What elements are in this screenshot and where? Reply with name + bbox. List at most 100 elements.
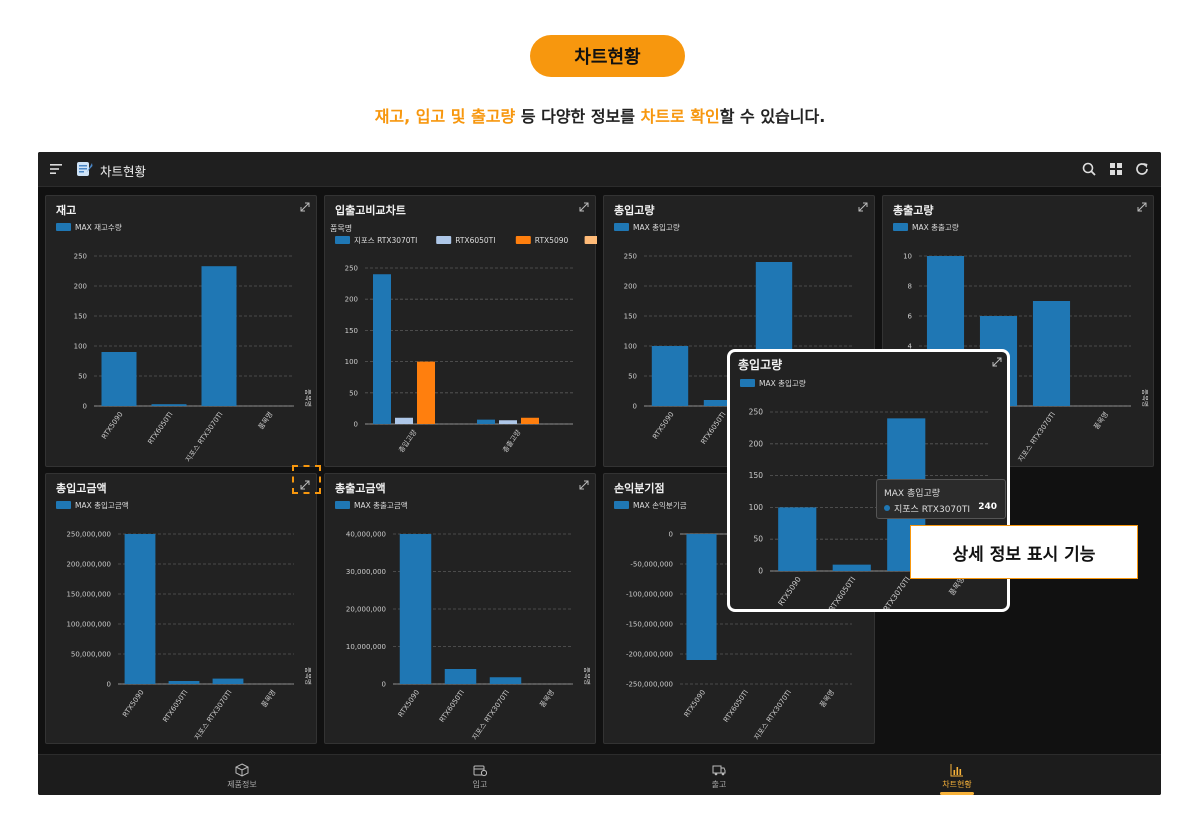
section-subtitle: 재고, 입고 및 출고량 등 다양한 정보를 차트로 확인할 수 있습니다.: [0, 103, 1200, 127]
bar-chart: MAX 재고수량 0 50 100 150 200 250 RTX5090 RTX6050TI 지…: [56, 223, 313, 464]
bar: [778, 507, 817, 571]
legend-label: MAX 손익분기금: [633, 500, 687, 510]
app-logo-icon: [77, 162, 93, 176]
legend-label: RTX5090: [535, 236, 569, 245]
expand-icon[interactable]: [579, 202, 589, 212]
expand-icon[interactable]: [858, 202, 868, 212]
nav-label: 입고: [472, 780, 488, 789]
app-header: 차트현황: [38, 152, 1161, 187]
y-tick-label: 200: [624, 283, 637, 291]
legend-label: MAX 총출고량: [912, 222, 959, 232]
bar: [477, 419, 495, 424]
bar: [651, 346, 689, 406]
y-tick-label: 50: [753, 535, 763, 544]
card-title: 입출고비교차트: [335, 204, 406, 217]
y-tick-label: 50: [628, 373, 637, 381]
nav-item-outbound[interactable]: 출고: [659, 755, 779, 795]
y-axis-label: 품목명: [583, 667, 592, 685]
bar: [521, 417, 539, 424]
bar: [686, 534, 717, 660]
search-icon[interactable]: [1081, 161, 1097, 177]
x-tick-label: 지포스 RTX3070TI: [183, 410, 224, 464]
y-tick-label: 200,000,000: [66, 561, 111, 569]
y-tick-label: 250: [749, 408, 764, 417]
legend-label: MAX 총입고량: [633, 223, 680, 232]
y-tick-label: 0: [83, 403, 87, 411]
y-tick-label: 150: [624, 313, 637, 321]
app-title: 차트현황: [100, 164, 147, 179]
legend-swatch: [56, 501, 71, 509]
card-title: 총출고금액: [335, 482, 386, 495]
bar-chart: MAX 손익분기금 -250,000,000 -200,000,000 -150,00…: [614, 500, 852, 742]
legend-swatch: [614, 223, 629, 231]
card-title: 총입고량: [614, 204, 655, 217]
y-tick-label: 100: [74, 343, 87, 351]
y-axis-label: 품목명: [1141, 389, 1150, 407]
bar: [499, 420, 517, 424]
y-tick-label: 20,000,000: [346, 606, 386, 614]
y-tick-label: 50: [78, 373, 87, 381]
tooltip-title: MAX 총입고량: [884, 489, 941, 499]
x-tick-label: 지포스 RTX3070TI: [1016, 410, 1057, 464]
x-tick-label: RTX5090: [651, 411, 675, 441]
nav-item-chart-status[interactable]: 차트현황: [897, 755, 1017, 795]
y-tick-label: -200,000,000: [626, 651, 673, 659]
nav-item-product[interactable]: 제품정보: [182, 755, 302, 795]
y-tick-label: 200: [345, 296, 358, 304]
refresh-icon[interactable]: [1134, 161, 1150, 177]
y-tick-label: 8: [908, 283, 912, 291]
expand-icon[interactable]: [300, 202, 310, 212]
y-tick-label: 6: [908, 313, 913, 321]
menu-icon[interactable]: [49, 161, 65, 177]
tooltip-series-name: 지포스 RTX3070TI: [894, 505, 971, 515]
x-tick-label: RTX6050TI: [700, 411, 728, 446]
expand-icon[interactable]: [300, 480, 310, 490]
y-tick-label: 0: [758, 567, 763, 576]
bar: [395, 417, 413, 424]
bar: [151, 404, 187, 406]
x-tick-label: RTX6050TI: [722, 689, 750, 724]
y-tick-label: -150,000,000: [626, 621, 673, 629]
expand-icon[interactable]: [1137, 202, 1147, 212]
bar: [101, 352, 137, 406]
chart-card-inbound-amount: 총입고금액 MAX 총입고금액 0 50,000,000 100,000,000 150…: [45, 473, 317, 744]
x-tick-label: RTX5090: [100, 411, 124, 441]
card-title: 손익분기점: [614, 482, 665, 495]
nav-label: 출고: [711, 780, 727, 789]
y-tick-label: 10: [903, 253, 912, 261]
collapse-icon[interactable]: [992, 357, 1002, 367]
legend-title: 품목명: [330, 223, 352, 233]
x-tick-label: RTX6050TI: [147, 411, 175, 446]
grid-view-icon[interactable]: [1108, 161, 1124, 177]
nav-label: 차트현황: [942, 780, 972, 789]
x-tick-label: 지포스 RTX3070TI: [752, 688, 793, 742]
y-tick-label: 0: [382, 681, 386, 689]
y-tick-label: 250,000,000: [66, 531, 111, 539]
bar: [703, 400, 741, 406]
x-tick-label: RTX5090: [397, 689, 421, 719]
expand-icon[interactable]: [579, 480, 589, 490]
nav-item-inbound[interactable]: 입고: [420, 755, 540, 795]
y-tick-label: -50,000,000: [630, 561, 673, 569]
y-tick-label: 100: [749, 503, 764, 512]
x-tick-label: 지포스 RTX3070TI: [868, 575, 912, 609]
y-tick-label: 100,000,000: [66, 621, 111, 629]
x-tick-label: 품목명: [1092, 410, 1110, 431]
x-tick-label: 품목명: [259, 688, 277, 709]
card-title: 재고: [56, 204, 77, 217]
y-tick-label: -250,000,000: [626, 681, 673, 689]
x-tick-label: RTX5090: [121, 689, 145, 719]
bottom-nav: 제품정보 입고 출고 차트현황: [38, 754, 1161, 795]
y-tick-label: -100,000,000: [626, 591, 673, 599]
y-tick-label: 30,000,000: [346, 568, 386, 576]
nav-label: 제품정보: [227, 780, 257, 789]
subtitle-part: 등 다양한 정보를: [515, 107, 641, 126]
tooltip-value: 240: [978, 502, 997, 512]
x-tick-label: 품목명: [538, 688, 556, 709]
chart-card-stock: 재고 MAX 재고수량 0 50 100 150 200 250 RTX5090 RTX6050…: [45, 195, 317, 467]
y-tick-label: 0: [669, 531, 673, 539]
x-tick-label: RTX6050TI: [438, 689, 466, 724]
bar: [373, 274, 391, 424]
x-tick-label: RTX5090: [776, 575, 803, 608]
